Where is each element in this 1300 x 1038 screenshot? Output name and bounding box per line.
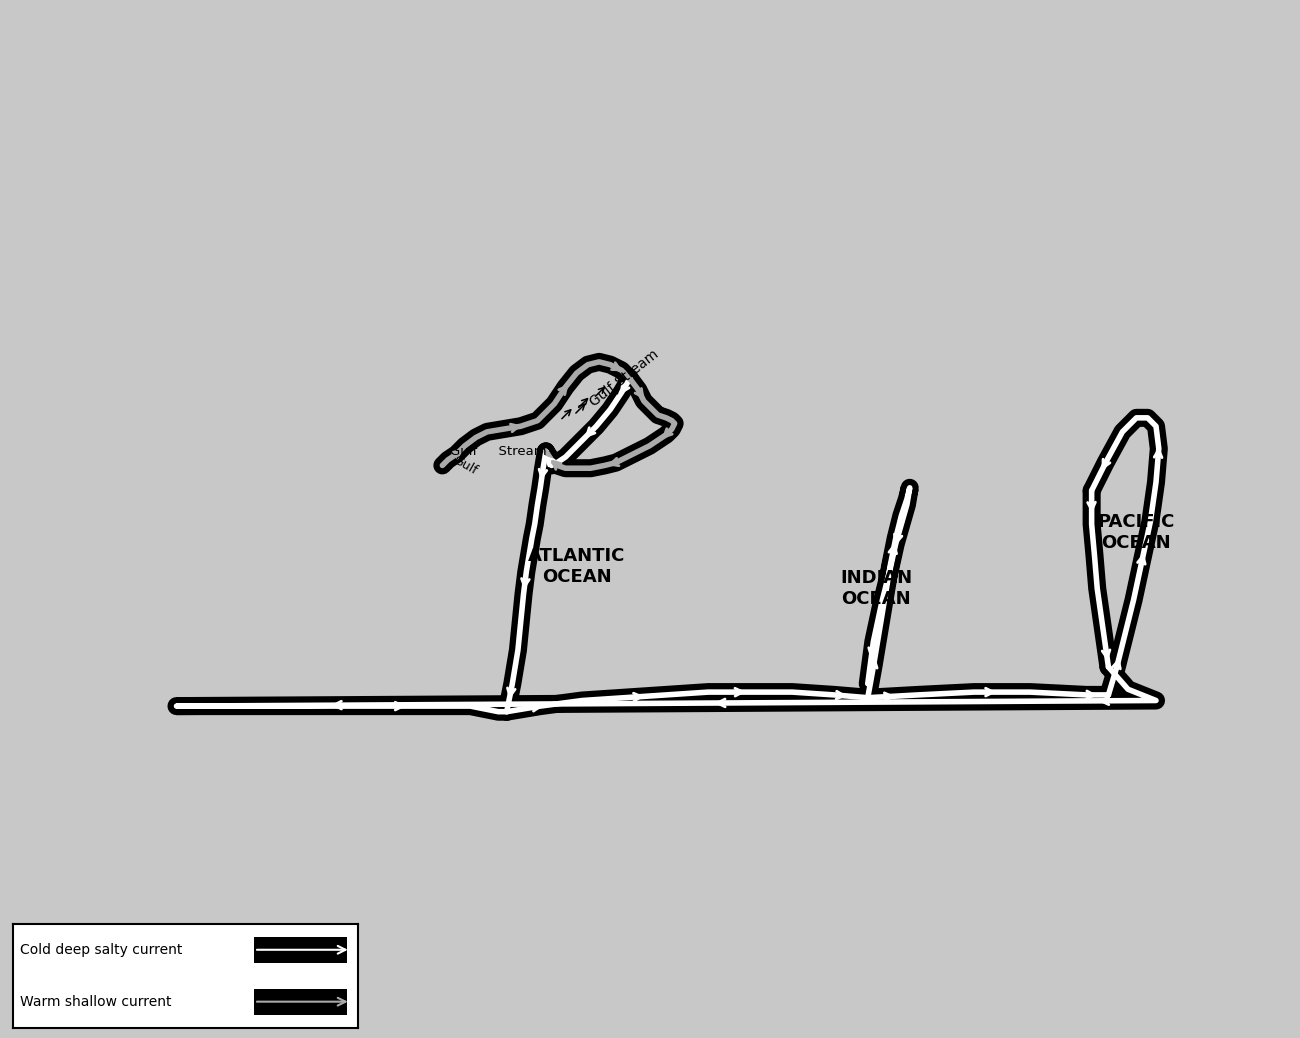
- Text: Gulf Stream: Gulf Stream: [588, 348, 662, 410]
- Text: ATLANTIC
OCEAN: ATLANTIC OCEAN: [528, 547, 625, 585]
- Text: Gulf     Stream: Gulf Stream: [450, 445, 546, 458]
- Text: Gulf: Gulf: [450, 454, 480, 477]
- Text: PACIFIC
OCEAN: PACIFIC OCEAN: [1097, 513, 1175, 552]
- Bar: [255, 936, 347, 963]
- Text: Cold deep salty current: Cold deep salty current: [20, 943, 182, 957]
- Bar: [255, 988, 347, 1015]
- Text: INDIAN
OCEAN: INDIAN OCEAN: [840, 569, 913, 608]
- Text: Warm shallow current: Warm shallow current: [20, 994, 172, 1009]
